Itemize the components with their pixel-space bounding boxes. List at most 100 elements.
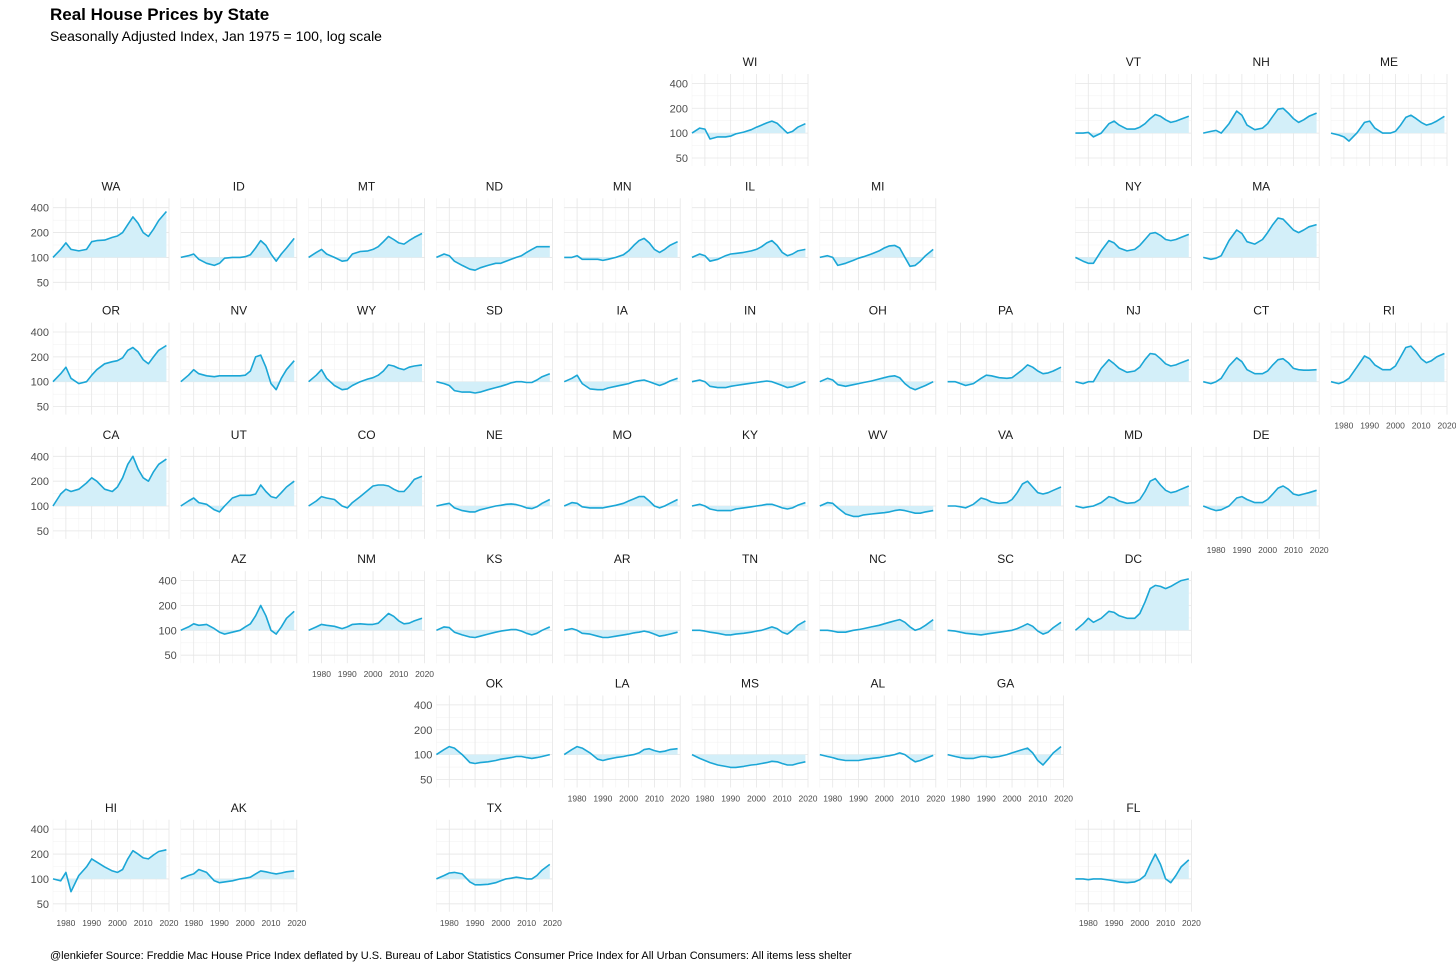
facet-panel-ma: MA [1202, 179, 1320, 291]
facet-panel-ut: UT [180, 428, 298, 539]
y-tick-label: 100 [158, 625, 176, 637]
x-tick-label: 1980 [823, 794, 842, 804]
series-line [180, 480, 295, 513]
area-fill [436, 373, 550, 393]
facet-panel-al: AL 1980 1990 2000 2010 2020 [819, 677, 946, 804]
series-line [180, 868, 295, 884]
series-line [308, 232, 423, 262]
facet-panel-wa: WA 50 100 200 400 [31, 179, 170, 291]
x-tick-label: 1980 [1079, 918, 1098, 928]
facet-label: VA [998, 428, 1013, 442]
x-tick-label: 2020 [1438, 421, 1456, 431]
facet-label: DC [1125, 552, 1143, 566]
x-tick-label: 1980 [440, 918, 459, 928]
area-fill [180, 869, 295, 883]
facet-label: NC [869, 552, 887, 566]
x-tick-label: 2000 [108, 918, 127, 928]
area-fill [692, 380, 806, 388]
series-line [180, 237, 295, 267]
x-tick-label: 2010 [1412, 421, 1431, 431]
facet-label: MS [741, 677, 759, 691]
series-line [435, 745, 550, 765]
facet-panel-nd: ND [436, 179, 553, 291]
x-tick-label: 1990 [1360, 421, 1379, 431]
facet-panel-ar: AR [563, 552, 681, 664]
facet-label: TN [742, 552, 758, 566]
area-fill [436, 746, 550, 764]
x-tick-label: 1980 [568, 794, 587, 804]
facet-panel-nv: NV [180, 304, 298, 415]
series-line [1202, 485, 1317, 512]
y-tick-label: 50 [165, 650, 177, 662]
y-tick-label: 400 [31, 327, 49, 339]
x-tick-label: 2000 [747, 794, 766, 804]
x-tick-label: 1980 [56, 918, 75, 928]
series-line [308, 475, 423, 509]
x-tick-label: 1990 [466, 918, 485, 928]
series-line [1330, 114, 1445, 142]
y-tick-label: 50 [37, 526, 49, 538]
x-tick-label: 1980 [312, 669, 331, 679]
series-line [819, 501, 934, 518]
x-tick-label: 2010 [389, 669, 408, 679]
area-fill [1075, 578, 1189, 631]
series-line [1330, 345, 1445, 385]
area-fill [53, 345, 167, 384]
series-line [564, 627, 678, 639]
y-tick-label: 200 [158, 600, 176, 612]
facet-label: CO [358, 428, 376, 442]
series-line [308, 612, 423, 632]
y-tick-label: 50 [37, 899, 49, 911]
series-line [1075, 853, 1190, 884]
series-line [947, 364, 1062, 387]
series-line [180, 354, 295, 391]
x-tick-label: 1990 [1105, 918, 1124, 928]
y-tick-label: 50 [676, 153, 688, 165]
facet-label: NH [1253, 55, 1270, 69]
facet-label: MN [613, 179, 632, 193]
y-tick-label: 50 [420, 774, 432, 786]
x-tick-label: 1990 [82, 918, 101, 928]
y-tick-label: 200 [31, 352, 49, 364]
area-fill [819, 502, 934, 517]
series-line [691, 753, 806, 769]
facet-panel-ca: CA 50 100 200 400 [31, 428, 170, 539]
facet-label: RI [1383, 304, 1395, 318]
series-line [819, 752, 934, 763]
area-fill [1075, 114, 1189, 137]
series-line [819, 375, 934, 391]
x-tick-label: 1980 [1334, 421, 1353, 431]
series-line [819, 618, 934, 633]
series-line [52, 344, 167, 385]
facet-label: KS [486, 552, 502, 566]
series-line [947, 621, 1062, 636]
x-tick-label: 2000 [364, 669, 383, 679]
facet-label: DE [1253, 428, 1270, 442]
x-tick-label: 2010 [1028, 794, 1047, 804]
area-fill [53, 456, 167, 506]
facet-panel-nm: NM 1980 1990 2000 2010 2020 [308, 552, 434, 679]
x-tick-label: 2010 [773, 794, 792, 804]
facet-panel-nj: NJ [1075, 304, 1192, 415]
facet-label: HI [105, 801, 117, 815]
x-tick-label: 2010 [1156, 918, 1175, 928]
facet-label: AZ [231, 552, 246, 566]
y-tick-label: 400 [670, 78, 688, 90]
x-tick-label: 2000 [491, 918, 510, 928]
facet-label: KY [742, 428, 758, 442]
series-line [819, 244, 934, 268]
facet-panel-ms: MS 1980 1990 2000 2010 2020 [691, 677, 818, 804]
facet-label: SC [997, 552, 1014, 566]
y-tick-label: 100 [670, 128, 688, 140]
area-fill [180, 238, 295, 266]
x-tick-label: 2000 [619, 794, 638, 804]
facet-panel-md: MD [1075, 428, 1192, 539]
area-fill [819, 375, 934, 390]
facet-label: UT [231, 428, 248, 442]
x-tick-label: 1990 [1232, 545, 1251, 555]
facet-panel-vt: VT [1075, 55, 1192, 166]
area-fill [436, 499, 550, 512]
x-tick-label: 2000 [875, 794, 894, 804]
x-tick-label: 2010 [517, 918, 536, 928]
facet-panel-wy: WY [308, 304, 426, 415]
